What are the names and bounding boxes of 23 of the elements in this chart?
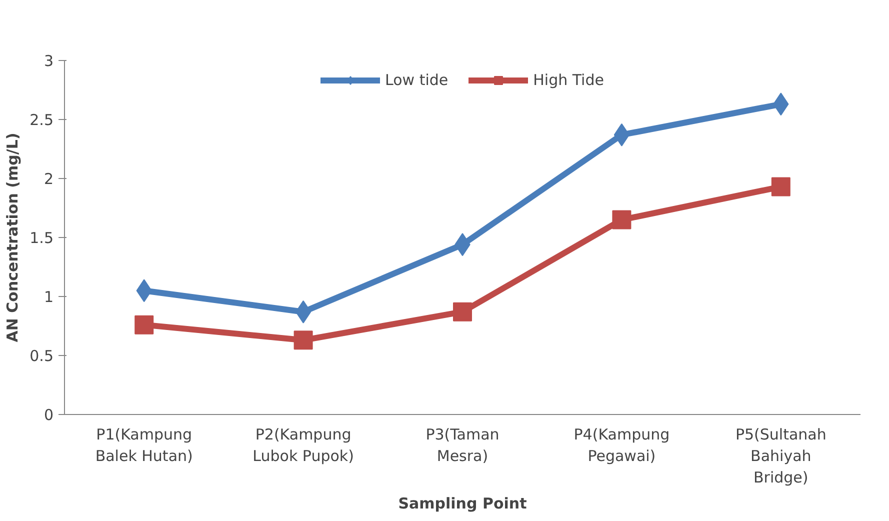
y-tick-label: 3 bbox=[44, 52, 54, 70]
point bbox=[771, 177, 790, 196]
y-tick-label: 2 bbox=[44, 170, 54, 188]
y-axis-title: AN Concentration (mg/L) bbox=[4, 132, 22, 342]
y-tick-label: 2.5 bbox=[30, 111, 54, 129]
x-tick-label: P2(Kampung Lubok Pupok) bbox=[252, 426, 354, 466]
point bbox=[612, 210, 632, 230]
point bbox=[294, 330, 313, 350]
y-tick-label: 0.5 bbox=[30, 347, 54, 365]
legend-label: High Tide bbox=[533, 71, 604, 89]
point bbox=[614, 123, 630, 146]
x-axis-title: Sampling Point bbox=[398, 494, 527, 513]
x-tick-label: P5(Sultanah Bahiyah Bridge) bbox=[735, 426, 826, 487]
point bbox=[134, 315, 154, 334]
y-tick-label: 1 bbox=[44, 288, 54, 306]
x-tick-label: P3(Taman Mesra) bbox=[426, 426, 500, 466]
x-tick-label: P1(Kampung Balek Hutan) bbox=[95, 426, 193, 466]
point bbox=[453, 302, 472, 322]
y-tick-label: 0 bbox=[44, 406, 54, 424]
x-tick-label: P4(Kampung Pegawai) bbox=[574, 426, 670, 466]
y-tick-label: 1.5 bbox=[30, 229, 54, 247]
point bbox=[295, 300, 312, 324]
legend-label: Low tide bbox=[385, 71, 448, 89]
